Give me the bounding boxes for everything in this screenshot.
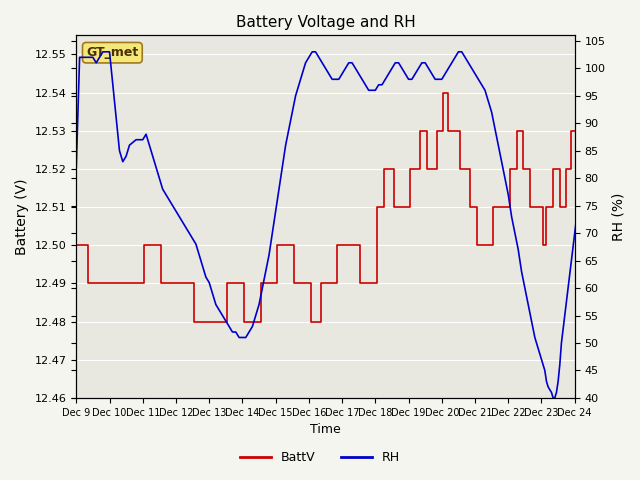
Y-axis label: RH (%): RH (%) [611,192,625,241]
Text: GT_met: GT_met [86,46,138,59]
X-axis label: Time: Time [310,423,341,436]
Legend: BattV, RH: BattV, RH [235,446,405,469]
Y-axis label: Battery (V): Battery (V) [15,179,29,255]
Title: Battery Voltage and RH: Battery Voltage and RH [236,15,415,30]
